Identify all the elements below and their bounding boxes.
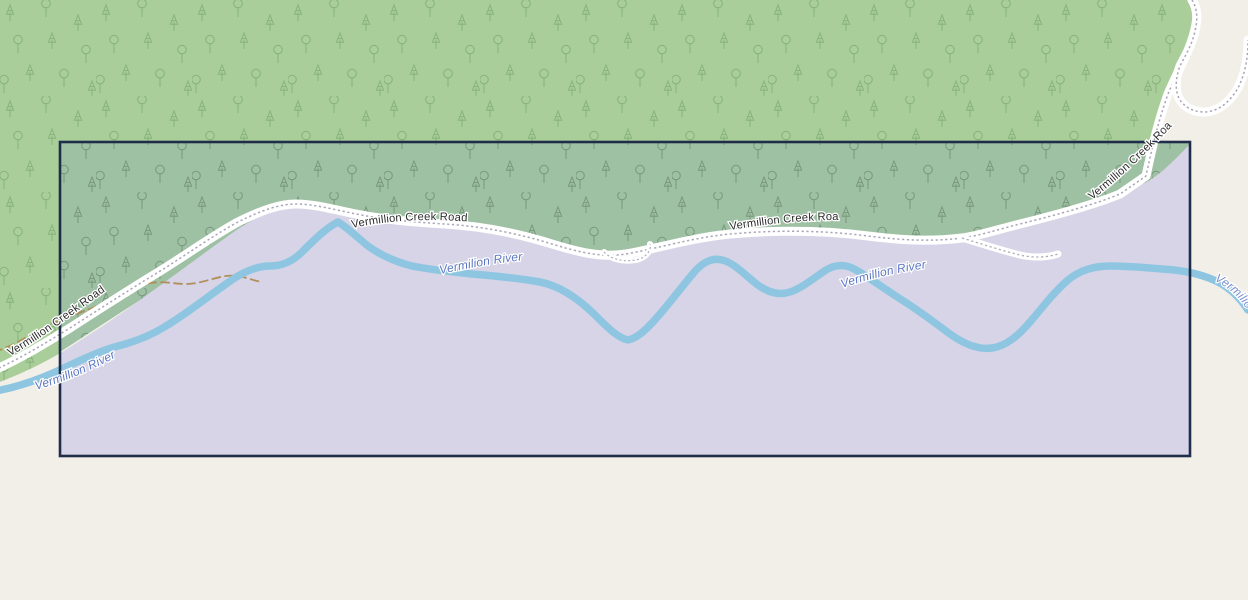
road-vermillion-creek-road[interactable]	[0, 0, 1248, 373]
water-body-left	[0, 300, 140, 456]
waterway-vermilion-river[interactable]	[0, 218, 1248, 394]
bounding-box-selection-rect[interactable]	[58, 140, 1192, 458]
selection-interior	[60, 142, 1190, 456]
footpath-trail	[0, 274, 263, 351]
